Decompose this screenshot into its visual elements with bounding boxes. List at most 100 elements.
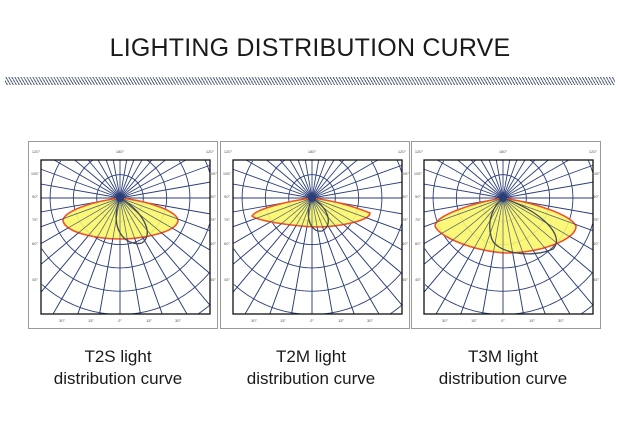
angle-label-left: 60° (415, 241, 421, 246)
t2m-distribution-diagram: 120° 180° 120° 105° 105° 90° 90° 75° 75° 60° 60° 45… (220, 141, 410, 329)
grid-spoke (311, 159, 320, 199)
caption-line2: distribution curve (438, 369, 568, 388)
grid-circle (233, 272, 402, 315)
grid-spoke-over (311, 197, 403, 274)
angle-label-right: 75° (593, 217, 599, 222)
grid-spoke-over (311, 197, 355, 315)
grid-spoke (119, 159, 143, 199)
grid-spoke-over (269, 197, 313, 315)
grid-spoke (112, 159, 121, 199)
grid-spoke-over (423, 197, 504, 244)
t3m-distribution-diagram: 120° 180° 120° 105° 105° 90° 90° 75° 75° 60° 60° 45… (411, 141, 601, 329)
plot-frame (423, 159, 594, 315)
panel-border (220, 141, 410, 329)
grid-spoke (289, 159, 313, 199)
grid-spoke-over (244, 197, 313, 315)
grid-spoke (495, 159, 504, 199)
grid-spoke (40, 168, 121, 199)
angle-label-left: 90° (224, 194, 230, 199)
caption-line2: distribution curve (246, 369, 376, 388)
angle-label-left: 60° (32, 241, 38, 246)
t2m-caption: T2M light distribution curve (211, 346, 411, 390)
grid-spoke (502, 164, 594, 199)
grid-spoke-over (40, 197, 121, 244)
caption-line1: T2S light (84, 347, 152, 366)
grid-spoke (311, 164, 403, 199)
angle-label-right: 75° (210, 217, 216, 222)
plot-frame (232, 159, 403, 315)
grid-spoke (87, 159, 121, 199)
grid-spoke-over (119, 197, 211, 306)
angle-label-left: 105° (414, 171, 423, 176)
grid-spoke-over (311, 197, 403, 232)
polar-grid (232, 159, 403, 315)
angle-label-right: 105° (209, 171, 218, 176)
grid-spoke-over (502, 197, 546, 315)
t3m-caption: T3M light distribution curve (403, 346, 603, 390)
angle-label-left: 105° (31, 171, 40, 176)
angle-label-bottom: 15° (280, 318, 286, 323)
angle-label-bottom: 30° (558, 318, 564, 323)
grid-spoke-over (232, 197, 313, 265)
polar-grid (423, 159, 594, 315)
grid-spoke (436, 159, 504, 199)
intensity-curve-c90 (489, 197, 558, 255)
grid-spoke-over (502, 197, 571, 315)
grid-spoke-over (77, 197, 121, 315)
angle-label-left: 90° (32, 194, 38, 199)
grid-spoke (119, 159, 153, 199)
angle-label-bottom: 15° (529, 318, 535, 323)
grid-spoke-over (502, 197, 594, 274)
grid-circle (241, 160, 383, 269)
intensity-curve-c0 (250, 197, 371, 228)
grid-spoke (502, 159, 536, 199)
grid-spoke (423, 183, 504, 199)
grid-spoke (245, 159, 313, 199)
angle-label-top-left: 120° (32, 149, 41, 154)
grid-spoke (232, 168, 313, 199)
grid-spoke-over (311, 197, 333, 315)
angle-label-left: 45° (32, 277, 38, 282)
grid-spoke (480, 159, 504, 199)
angle-label-left: 75° (224, 217, 230, 222)
angle-label-top: 180° (499, 149, 508, 154)
intensity-curve-c90 (115, 197, 148, 245)
grid-spoke (502, 159, 526, 199)
grid-spoke-over (482, 197, 504, 315)
grid-spoke-over (40, 197, 121, 293)
grid-spoke-over (311, 197, 403, 251)
page-title: LIGHTING DISTRIBUTION CURVE (109, 34, 511, 62)
grid-spoke (97, 159, 121, 199)
angle-label-top-left: 120° (224, 149, 233, 154)
angle-label-bottom: 0° (118, 318, 122, 323)
grid-spoke (502, 159, 518, 199)
angle-label-right: 90° (593, 194, 599, 199)
grid-spoke (502, 159, 549, 199)
angle-label-right: 60° (210, 241, 216, 246)
angle-label-right: 105° (401, 171, 410, 176)
t2s-distribution-diagram: 120° 180° 120° 105° 105° 90° 90° 75° 75° 60° 60° 45… (28, 141, 218, 329)
grid-spoke (311, 159, 335, 199)
grid-spoke (105, 159, 121, 199)
center-point (116, 194, 124, 202)
angle-label-left: 75° (32, 217, 38, 222)
grid-spoke (119, 159, 187, 199)
angle-label-right: 60° (402, 241, 408, 246)
grid-spoke (297, 159, 313, 199)
hatched-divider (5, 77, 615, 85)
grid-spoke (457, 159, 504, 199)
grid-spoke (488, 159, 504, 199)
angle-label-right: 60° (593, 241, 599, 246)
angle-label-bottom: 0° (310, 318, 314, 323)
plot-frame (40, 159, 211, 315)
angle-label-right: 90° (402, 194, 408, 199)
grid-circle (49, 160, 191, 269)
angle-label-left: 105° (223, 171, 232, 176)
grid-spoke (311, 159, 358, 199)
angle-label-right: 90° (210, 194, 216, 199)
grid-spoke-over (232, 197, 313, 244)
angle-label-bottom: 15° (88, 318, 94, 323)
angle-label-bottom: 15° (338, 318, 344, 323)
caption-line1: T2M light (276, 347, 346, 366)
grid-spoke-over (40, 197, 121, 228)
